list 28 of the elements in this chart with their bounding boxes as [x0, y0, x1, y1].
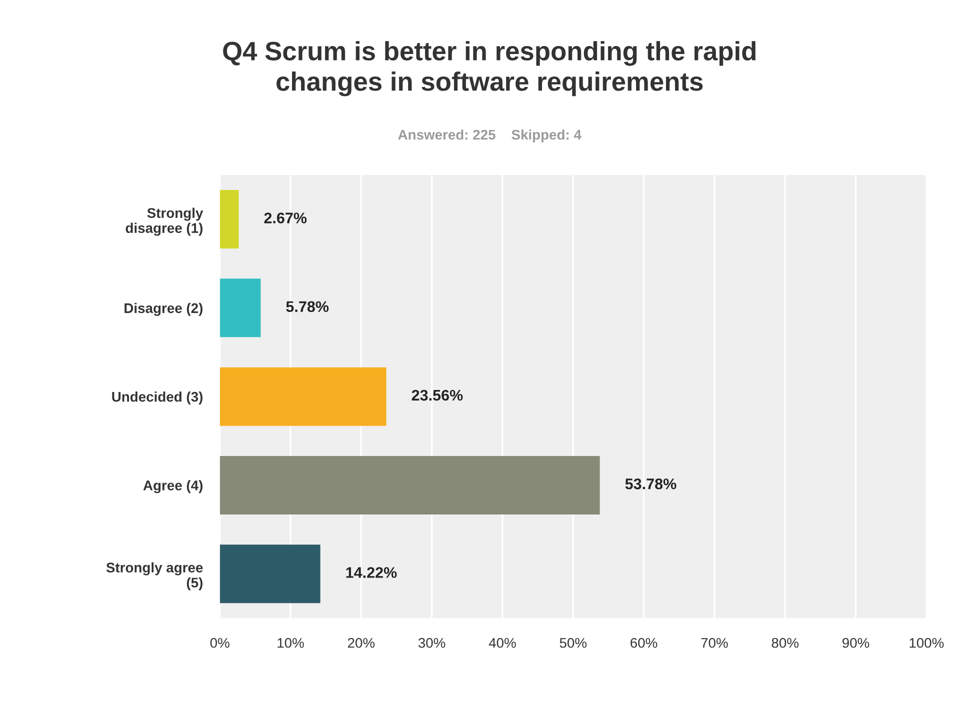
x-tick-label: 0% — [210, 638, 230, 648]
data-label: 14.22% — [346, 567, 397, 578]
y-tick-label: Strongly disagree (1) — [126, 208, 204, 236]
chart-subtitle: Answered: 225 Skipped: 4 — [398, 129, 582, 142]
x-tick-label: 80% — [772, 638, 798, 648]
x-tick-label: 30% — [418, 638, 446, 648]
data-label: 23.56% — [412, 390, 463, 401]
y-tick-label: Agree (4) — [143, 480, 202, 494]
bar — [220, 367, 386, 426]
x-tick-label: 60% — [630, 638, 658, 648]
x-tick-label: 100% — [910, 638, 944, 648]
x-tick-label: 90% — [842, 638, 870, 648]
y-tick-label: Disagree (2) — [124, 302, 202, 316]
y-tick-label: Undecided (3) — [112, 392, 202, 404]
bar — [220, 190, 239, 249]
data-label: 2.67% — [264, 212, 307, 224]
data-label: 5.78% — [286, 301, 329, 312]
bar — [220, 456, 600, 514]
bar — [220, 544, 320, 604]
x-tick-label: 50% — [560, 638, 587, 648]
x-tick-label: 70% — [701, 638, 728, 648]
x-tick-label: 20% — [348, 638, 375, 648]
bar — [220, 278, 261, 338]
x-tick-label: 40% — [488, 638, 516, 648]
y-tick-label: Strongly agree (5) — [106, 562, 203, 590]
chart-title: Q4 Scrum is better in responding the rapid changes in software requirements — [223, 41, 756, 96]
x-tick-label: 10% — [278, 638, 304, 648]
data-label: 53.78% — [625, 478, 676, 490]
